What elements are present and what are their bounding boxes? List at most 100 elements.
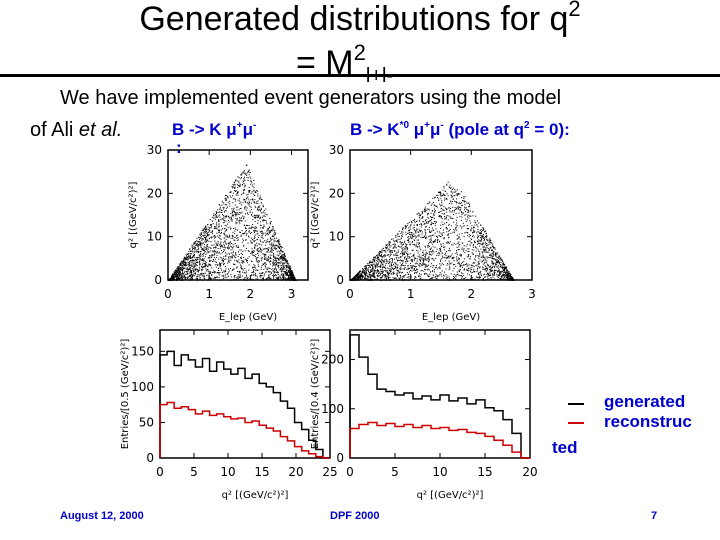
- scatter-point: [428, 264, 429, 266]
- scatter-point: [493, 274, 495, 276]
- scatter-point: [221, 245, 222, 247]
- scatter-point: [375, 259, 377, 261]
- scatter-point: [491, 260, 493, 262]
- scatter-point: [446, 258, 448, 260]
- scatter-point: [268, 271, 270, 272]
- scatter-point: [403, 276, 405, 278]
- scatter-point: [377, 270, 379, 271]
- scatter-point: [250, 232, 252, 234]
- scatter-point: [240, 201, 242, 203]
- scatter-point: [441, 213, 443, 215]
- scatter-point: [222, 245, 223, 247]
- scatter-point: [413, 233, 415, 235]
- scatter-point: [479, 240, 481, 242]
- scatter-point: [480, 273, 482, 275]
- scatter-point: [407, 236, 409, 238]
- scatter-point: [404, 275, 406, 277]
- scatter-point: [467, 255, 469, 256]
- scatter-point: [212, 233, 213, 235]
- scatter-point: [281, 267, 283, 268]
- title-line2-sup: 2: [353, 40, 366, 65]
- scatter-point: [279, 275, 281, 277]
- scatter-point: [355, 275, 357, 276]
- scatter-point: [505, 268, 507, 270]
- scatter-point: [194, 264, 196, 266]
- scatter-point: [248, 230, 250, 232]
- scatter-point: [364, 272, 365, 274]
- scatter-point: [255, 254, 257, 256]
- scatter-point: [477, 229, 479, 230]
- scatter-point: [266, 278, 268, 280]
- scatter-point: [188, 255, 190, 257]
- scatter-point: [402, 227, 404, 229]
- scatter-point: [424, 273, 426, 275]
- scatter-point: [246, 212, 248, 214]
- scatter-point: [232, 208, 234, 210]
- scatter-point: [240, 218, 242, 220]
- scatter-point: [427, 221, 429, 223]
- scatter-point: [473, 231, 475, 233]
- scatter-point: [393, 240, 395, 242]
- scatter-point: [501, 276, 503, 278]
- scatter-point: [274, 271, 276, 273]
- scatter-point: [468, 211, 470, 213]
- scatter-point: [418, 264, 420, 266]
- scatter-point: [244, 184, 246, 186]
- scatter-point: [463, 247, 465, 249]
- scatter-point: [484, 268, 486, 269]
- scatter-point: [432, 249, 434, 251]
- scatter-point: [264, 273, 266, 275]
- scatter-point: [279, 252, 281, 254]
- scatter-point: [189, 264, 191, 266]
- scatter-point: [198, 276, 200, 278]
- scatter-point: [284, 277, 286, 279]
- scatter-point: [281, 279, 283, 281]
- scatter-point: [263, 211, 264, 213]
- scatter-point: [255, 267, 257, 269]
- scatter-point: [223, 256, 225, 258]
- scatter-point: [381, 279, 383, 281]
- scatter-point: [277, 240, 279, 242]
- scatter-point: [181, 273, 183, 274]
- scatter-point: [476, 232, 478, 234]
- scatter-point: [385, 268, 387, 269]
- scatter-point: [500, 257, 502, 259]
- scatter-point: [282, 254, 284, 256]
- scatter-point: [386, 271, 388, 273]
- scatter-point: [397, 270, 399, 272]
- scatter-point: [234, 274, 236, 276]
- scatter-point: [500, 276, 502, 277]
- scatter-point: [199, 237, 201, 238]
- scatter-point: [362, 276, 364, 278]
- scatter-point: [192, 247, 194, 249]
- scatter-point: [280, 261, 282, 263]
- scatter-point: [286, 267, 288, 269]
- scatter-point: [405, 226, 407, 228]
- scatter-point: [429, 273, 431, 275]
- channel-2-mu2: μ: [430, 120, 441, 139]
- scatter-point: [408, 240, 410, 241]
- scatter-point: [241, 261, 243, 263]
- scatter-point: [381, 263, 383, 264]
- scatter-point: [494, 248, 496, 250]
- scatter-point: [375, 266, 376, 268]
- scatter-point: [368, 279, 370, 281]
- scatter-point: [395, 253, 397, 255]
- scatter-point: [409, 270, 411, 271]
- scatter-point: [230, 245, 231, 247]
- scatter-point: [195, 278, 197, 279]
- scatter-point: [174, 272, 176, 274]
- scatter-point: [243, 199, 245, 201]
- scatter-point: [187, 257, 189, 259]
- scatter-point: [453, 278, 455, 279]
- scatter-point: [246, 279, 247, 281]
- scatter-point: [246, 171, 248, 173]
- scatter-point: [190, 267, 192, 269]
- chart-frame-1: [349, 149, 533, 281]
- scatter-point: [480, 244, 482, 246]
- scatter-point: [232, 231, 234, 233]
- scatter-point: [401, 264, 403, 265]
- scatter-point: [441, 202, 443, 204]
- scatter-point: [431, 276, 433, 278]
- scatter-point: [261, 277, 263, 279]
